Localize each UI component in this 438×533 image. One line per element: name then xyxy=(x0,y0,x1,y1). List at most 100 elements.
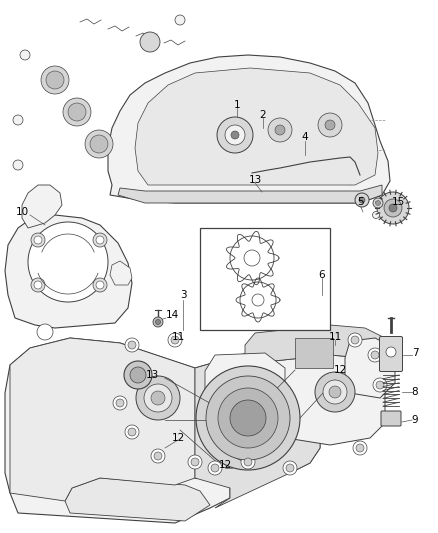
Circle shape xyxy=(195,160,205,170)
Circle shape xyxy=(155,319,160,325)
Circle shape xyxy=(218,388,278,448)
Circle shape xyxy=(41,66,69,94)
Polygon shape xyxy=(5,215,132,328)
Circle shape xyxy=(323,380,347,404)
Circle shape xyxy=(230,236,274,280)
Text: 12: 12 xyxy=(219,460,232,470)
Circle shape xyxy=(90,135,108,153)
Circle shape xyxy=(377,192,409,224)
Circle shape xyxy=(275,125,285,135)
Circle shape xyxy=(144,384,172,412)
Circle shape xyxy=(34,281,42,289)
Circle shape xyxy=(130,367,146,383)
Text: 11: 11 xyxy=(171,332,185,342)
Circle shape xyxy=(348,333,362,347)
Circle shape xyxy=(151,449,165,463)
Polygon shape xyxy=(345,338,395,398)
Circle shape xyxy=(386,347,396,357)
Circle shape xyxy=(28,222,108,302)
Circle shape xyxy=(283,461,297,475)
Circle shape xyxy=(113,396,127,410)
Text: 14: 14 xyxy=(166,310,179,320)
Circle shape xyxy=(93,233,107,247)
Circle shape xyxy=(329,386,341,398)
Circle shape xyxy=(31,233,45,247)
Text: 4: 4 xyxy=(302,132,308,142)
Text: 10: 10 xyxy=(15,207,28,217)
Circle shape xyxy=(280,170,290,180)
FancyBboxPatch shape xyxy=(379,336,403,372)
Circle shape xyxy=(20,50,30,60)
Text: 1: 1 xyxy=(234,100,240,110)
Text: 5: 5 xyxy=(357,197,363,207)
Polygon shape xyxy=(205,353,285,443)
Circle shape xyxy=(13,160,23,170)
Bar xyxy=(295,338,333,368)
Polygon shape xyxy=(245,355,385,445)
Circle shape xyxy=(46,71,64,89)
Bar xyxy=(200,228,330,330)
Text: 13: 13 xyxy=(248,175,261,185)
Polygon shape xyxy=(110,261,132,285)
Polygon shape xyxy=(135,68,378,185)
Circle shape xyxy=(310,105,350,145)
Circle shape xyxy=(96,281,104,289)
Text: 11: 11 xyxy=(328,332,342,342)
Circle shape xyxy=(356,444,364,452)
Circle shape xyxy=(125,338,139,352)
Circle shape xyxy=(375,200,381,206)
Circle shape xyxy=(359,197,365,203)
Circle shape xyxy=(268,118,292,142)
Circle shape xyxy=(372,212,379,219)
Circle shape xyxy=(351,336,359,344)
Circle shape xyxy=(154,452,162,460)
Circle shape xyxy=(211,464,219,472)
Circle shape xyxy=(168,333,182,347)
Circle shape xyxy=(260,110,300,150)
Polygon shape xyxy=(22,185,62,228)
Circle shape xyxy=(175,15,185,25)
Circle shape xyxy=(151,391,165,405)
Circle shape xyxy=(384,199,402,217)
Circle shape xyxy=(93,278,107,292)
Circle shape xyxy=(63,98,91,126)
Text: 12: 12 xyxy=(333,365,346,375)
Circle shape xyxy=(252,294,264,306)
Circle shape xyxy=(355,193,369,207)
Circle shape xyxy=(13,115,23,125)
Circle shape xyxy=(140,32,160,52)
Circle shape xyxy=(230,400,266,436)
Circle shape xyxy=(68,103,86,121)
Circle shape xyxy=(389,204,397,212)
Circle shape xyxy=(315,372,355,412)
Polygon shape xyxy=(5,338,320,523)
Circle shape xyxy=(240,282,276,318)
Circle shape xyxy=(373,378,387,392)
Polygon shape xyxy=(65,478,210,521)
Circle shape xyxy=(206,376,290,460)
Text: 3: 3 xyxy=(180,290,186,300)
Circle shape xyxy=(171,336,179,344)
FancyBboxPatch shape xyxy=(381,411,401,426)
Circle shape xyxy=(208,461,222,475)
Circle shape xyxy=(371,351,379,359)
Circle shape xyxy=(217,117,253,153)
Text: 2: 2 xyxy=(260,110,266,120)
Circle shape xyxy=(125,425,139,439)
Text: 15: 15 xyxy=(392,197,405,207)
Circle shape xyxy=(34,236,42,244)
Circle shape xyxy=(31,278,45,292)
Polygon shape xyxy=(118,185,382,203)
Polygon shape xyxy=(245,325,385,368)
Circle shape xyxy=(318,113,342,137)
Circle shape xyxy=(191,458,199,466)
Circle shape xyxy=(136,376,180,420)
Text: 6: 6 xyxy=(319,270,325,280)
Circle shape xyxy=(128,341,136,349)
Circle shape xyxy=(231,131,239,139)
Polygon shape xyxy=(10,338,195,501)
Text: 8: 8 xyxy=(412,387,418,397)
Circle shape xyxy=(241,455,255,469)
Circle shape xyxy=(353,441,367,455)
Circle shape xyxy=(124,361,152,389)
